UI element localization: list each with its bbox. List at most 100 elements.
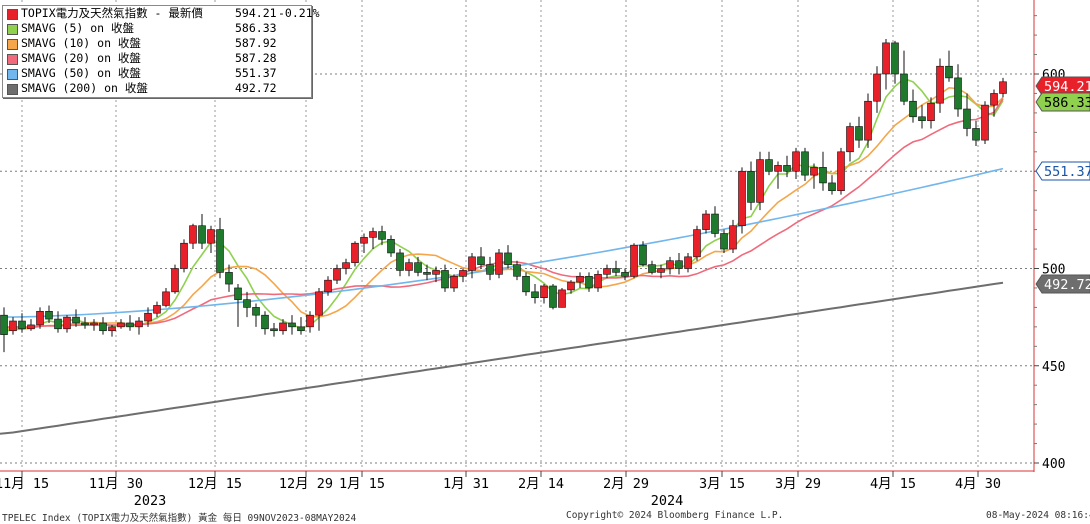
candle-body bbox=[486, 264, 494, 275]
candle-body bbox=[810, 167, 818, 176]
x-tick-label: 2月 14 bbox=[518, 476, 564, 492]
candle-body bbox=[198, 225, 206, 244]
x-tick-label: 4月 30 bbox=[955, 476, 1001, 492]
legend-value-sma20: 587.28 bbox=[235, 51, 277, 65]
sma-line-5 bbox=[0, 281, 1004, 435]
candle-body bbox=[342, 262, 350, 269]
candle-body bbox=[909, 100, 917, 118]
candle-body bbox=[828, 182, 836, 191]
candle-body bbox=[891, 42, 899, 75]
candle-body bbox=[423, 272, 431, 275]
price-tag-label: 586.33 bbox=[1044, 95, 1090, 111]
candle-body bbox=[711, 213, 719, 234]
candle-body bbox=[639, 244, 647, 265]
x-tick-label: 3月 15 bbox=[699, 476, 745, 492]
candle-body bbox=[927, 102, 935, 121]
candle-body bbox=[648, 264, 656, 273]
y-tick-label: 400 bbox=[1042, 457, 1065, 472]
candle-body bbox=[855, 126, 863, 141]
candle-body bbox=[693, 229, 701, 258]
candle-body bbox=[261, 314, 269, 330]
candle-body bbox=[972, 128, 980, 141]
x-tick-label: 12月 29 bbox=[279, 476, 333, 492]
x-tick-label: 3月 29 bbox=[775, 476, 821, 492]
legend-swatch-sma20 bbox=[7, 54, 18, 65]
candle-body bbox=[243, 299, 251, 308]
candle-body bbox=[837, 151, 845, 192]
candle-body bbox=[306, 314, 314, 328]
candle-body bbox=[864, 100, 872, 141]
candle-body bbox=[459, 270, 467, 277]
y-tick-label: 450 bbox=[1042, 360, 1065, 375]
price-tag-label: 492.72 bbox=[1044, 277, 1090, 293]
legend-value-sma10: 587.92 bbox=[235, 36, 277, 50]
candle-body bbox=[801, 151, 809, 176]
candle-body bbox=[405, 262, 413, 271]
candle-body bbox=[495, 252, 503, 275]
legend-swatch-sma50 bbox=[7, 69, 18, 80]
candle-body bbox=[981, 104, 989, 141]
candle-body bbox=[738, 170, 746, 227]
legend-swatch-sma200 bbox=[7, 84, 18, 95]
footer-source: TPELEC Index (TOPIX電力及天然氣指數) 黃金 每日 09NOV… bbox=[2, 513, 357, 524]
candle-body bbox=[702, 213, 710, 230]
candle-body bbox=[792, 151, 800, 172]
candle-body bbox=[513, 264, 521, 277]
legend-value-price: 594.21 bbox=[235, 6, 277, 20]
candle-body bbox=[99, 322, 107, 332]
legend-item-sma200: SMAVG (200) on 收盤 492.72 bbox=[3, 81, 311, 96]
candle-body bbox=[765, 159, 773, 172]
legend-value-sma5: 586.33 bbox=[235, 21, 277, 35]
x-tick-label: 1月 15 bbox=[339, 476, 385, 492]
sma-line-1 bbox=[3, 77, 1004, 333]
sma-line-4 bbox=[3, 167, 1004, 318]
candle-body bbox=[567, 281, 575, 291]
candle-body bbox=[756, 159, 764, 203]
candle-body bbox=[360, 237, 368, 244]
price-tag-label: 594.21 bbox=[1044, 79, 1090, 95]
legend-label-sma200: SMAVG (200) on 收盤 bbox=[21, 81, 148, 95]
candle-body bbox=[414, 262, 422, 273]
candle-body bbox=[936, 65, 944, 104]
x-tick-label: 11月 15 bbox=[0, 476, 49, 492]
candle-body bbox=[468, 256, 476, 271]
legend-label-price: TOPIX電力及天然氣指數 - 最新價 bbox=[21, 6, 203, 20]
candle-body bbox=[945, 65, 953, 79]
candle-body bbox=[621, 272, 629, 277]
x-year-label: 2024 bbox=[651, 493, 684, 509]
x-tick-label: 4月 15 bbox=[870, 476, 916, 492]
candle-body bbox=[9, 320, 17, 332]
candle-body bbox=[387, 239, 395, 254]
x-year-label: 2023 bbox=[134, 493, 167, 509]
candle-body bbox=[351, 242, 359, 263]
y-tick-label: 500 bbox=[1042, 263, 1065, 278]
candle-body bbox=[315, 291, 323, 316]
moving-average-lines bbox=[0, 77, 1004, 435]
candle-body bbox=[549, 285, 557, 308]
candle-body bbox=[882, 42, 890, 75]
price-tag-box bbox=[1035, 92, 1090, 112]
candle-body bbox=[990, 93, 998, 106]
candle-body bbox=[54, 318, 62, 330]
candle-body bbox=[531, 291, 539, 298]
candle-body bbox=[108, 326, 116, 332]
candle-body bbox=[189, 225, 197, 244]
price-tag-box bbox=[1035, 76, 1090, 96]
candle-body bbox=[747, 170, 755, 203]
candle-body bbox=[144, 312, 152, 322]
candle-body bbox=[270, 328, 278, 332]
candle-body bbox=[378, 231, 386, 240]
candle-body bbox=[153, 305, 161, 314]
candle-body bbox=[540, 285, 548, 298]
candle-body bbox=[450, 275, 458, 289]
candle-body bbox=[324, 279, 332, 293]
candle-body bbox=[297, 326, 305, 332]
sma-line-3 bbox=[3, 98, 1004, 328]
candle-body bbox=[225, 272, 233, 285]
candle-body bbox=[918, 116, 926, 121]
candle-body bbox=[954, 77, 962, 110]
legend-label-sma20: SMAVG (20) on 收盤 bbox=[21, 51, 141, 65]
candle-body bbox=[279, 322, 287, 332]
